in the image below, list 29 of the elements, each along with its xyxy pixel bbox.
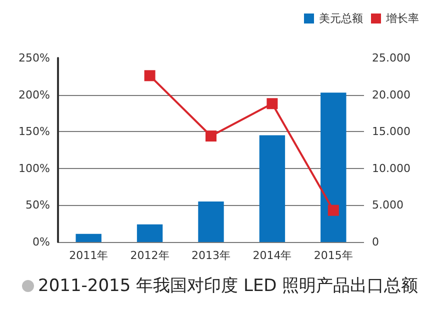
y2-tick-label: 0 bbox=[372, 236, 379, 248]
y2-tick-label: 5.000 bbox=[372, 198, 404, 212]
y-tick-label: 0% bbox=[32, 236, 50, 248]
bar bbox=[259, 135, 286, 242]
point bbox=[144, 70, 156, 82]
y-tick-label: 250% bbox=[18, 52, 50, 64]
point bbox=[328, 204, 339, 216]
bar bbox=[76, 234, 102, 242]
y2-tick-label: 20.000 bbox=[372, 88, 410, 102]
x-tick-label: 2013年 bbox=[192, 249, 230, 262]
point bbox=[266, 98, 278, 110]
x-tick-label: 2014年 bbox=[252, 249, 292, 262]
legend-label: 美元总额 bbox=[319, 12, 363, 25]
bar bbox=[136, 224, 163, 242]
y-tick-label: 100% bbox=[18, 162, 50, 175]
x-tick-label: 2012年 bbox=[130, 249, 170, 262]
x-tick-label: 2011年 bbox=[69, 249, 108, 262]
y2-tick-label: 15.000 bbox=[372, 125, 410, 138]
point bbox=[206, 130, 216, 142]
y-tick-label: 150% bbox=[18, 125, 50, 138]
x-tick-label: 2015年 bbox=[314, 249, 353, 262]
legend-label: 增长率 bbox=[385, 12, 419, 25]
y2-tick-label: 10.000 bbox=[372, 162, 410, 175]
bar bbox=[198, 202, 224, 242]
text: 2011-2015 年我国对印度 LED 照明产品出口总额 bbox=[38, 275, 418, 297]
bar bbox=[320, 92, 346, 242]
y2-tick-label: 25.000 bbox=[372, 52, 410, 64]
y-tick-label: 50% bbox=[26, 198, 50, 212]
y-tick-label: 200% bbox=[18, 88, 50, 102]
